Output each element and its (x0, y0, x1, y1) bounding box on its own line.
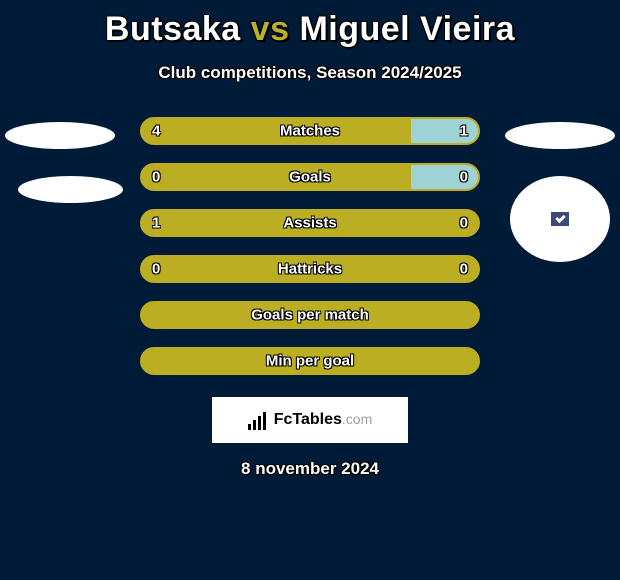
stat-right-value: 1 (460, 123, 468, 140)
stat-left-value: 0 (152, 261, 160, 278)
brand-domain: .com (342, 411, 372, 427)
brand-text: FcTables.com (274, 411, 373, 429)
brand-badge[interactable]: FcTables.com (210, 395, 410, 445)
stat-label: Goals (289, 169, 331, 186)
vs-separator: vs (251, 10, 290, 48)
bar-left-fill (142, 119, 411, 143)
comparison-title: Butsaka vs Miguel Vieira (0, 0, 620, 49)
brand-bars-icon (248, 410, 270, 430)
brand-name: FcTables (274, 411, 342, 428)
bar-left-fill (142, 165, 411, 189)
player1-name: Butsaka (105, 10, 241, 48)
stat-right-value: 0 (460, 215, 468, 232)
stat-bar: Goals per match (140, 301, 480, 329)
stat-right-value: 0 (460, 169, 468, 186)
stat-left-value: 4 (152, 123, 160, 140)
player2-name: Miguel Vieira (299, 10, 515, 48)
stat-bar: 4 1 Matches (140, 117, 480, 145)
stat-label: Goals per match (251, 307, 369, 324)
stat-bar: 0 0 Goals (140, 163, 480, 191)
stat-right-value: 0 (460, 261, 468, 278)
stat-bars: 4 1 Matches 0 0 Goals 1 0 Assists 0 0 Hattricks Goal… (140, 117, 480, 375)
stat-bar: Min per goal (140, 347, 480, 375)
stat-label: Hattricks (278, 261, 342, 278)
subtitle: Club competitions, Season 2024/2025 (0, 63, 620, 83)
stat-bar: 0 0 Hattricks (140, 255, 480, 283)
stat-label: Min per goal (266, 353, 354, 370)
stat-left-value: 1 (152, 215, 160, 232)
stat-label: Matches (280, 123, 340, 140)
snapshot-date: 8 november 2024 (0, 459, 620, 479)
stat-bar: 1 0 Assists (140, 209, 480, 237)
stat-left-value: 0 (152, 169, 160, 186)
stat-label: Assists (283, 215, 336, 232)
